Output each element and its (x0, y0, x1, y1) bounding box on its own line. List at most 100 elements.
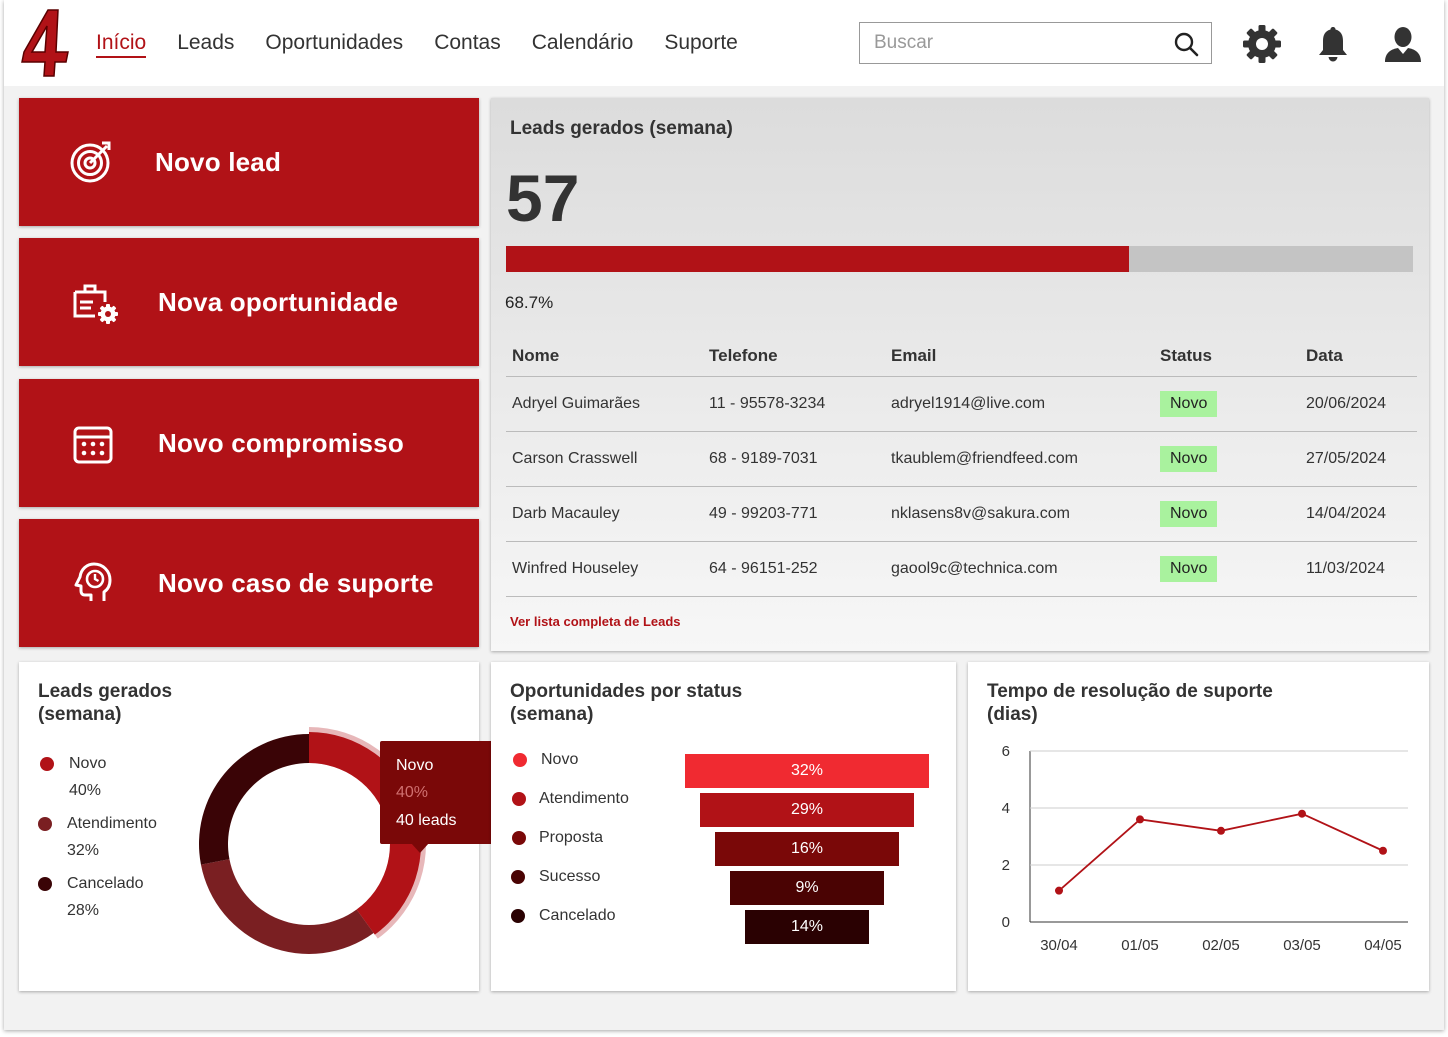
line-point[interactable] (1298, 809, 1306, 818)
funnel-legend-label: Sucesso (539, 868, 601, 885)
tooltip-pct: 40% (396, 784, 429, 801)
cell-telefone: 68 - 9189-7031 (703, 431, 885, 487)
search-icon[interactable] (1173, 31, 1199, 57)
cell-telefone: 49 - 99203-771 (703, 486, 885, 542)
funnel-legend-dot (511, 870, 525, 884)
logo[interactable] (18, 8, 80, 80)
donut-slice-cancelado[interactable] (199, 734, 309, 865)
funnel-chart-title: Oportunidades por status (semana) (510, 681, 743, 725)
search-input[interactable] (860, 23, 1160, 63)
col-email: Email (885, 336, 1154, 377)
cell-data: 11/03/2024 (1300, 541, 1417, 597)
cell-email: gaool9c@technica.com (885, 541, 1154, 597)
status-badge: Novo (1160, 390, 1218, 417)
y-tick-label: 6 (1002, 743, 1010, 760)
nav-leads[interactable]: Leads (177, 31, 235, 54)
tooltip-name: Novo (396, 757, 434, 774)
cell-nome: Carson Crasswell (506, 431, 703, 487)
cell-telefone: 64 - 96151-252 (703, 541, 885, 597)
legend-novo-pct: 40% (69, 782, 102, 799)
funnel-legend-label: Proposta (539, 829, 604, 846)
leads-progress-label: 68.7% (505, 293, 554, 312)
col-status: Status (1154, 336, 1300, 377)
line-point[interactable] (1136, 815, 1144, 824)
legend-dot-cancelado (38, 877, 52, 891)
x-tick-label: 03/05 (1283, 937, 1321, 954)
bell-icon[interactable] (1313, 24, 1353, 64)
full-leads-list-link[interactable]: Ver lista completa de Leads (510, 614, 681, 629)
user-icon[interactable] (1383, 24, 1423, 64)
legend-dot-novo (40, 757, 54, 771)
line-point[interactable] (1217, 826, 1225, 835)
x-tick-label: 01/05 (1121, 937, 1159, 954)
leads-table: Nome Telefone Email Status Data Adryel G… (506, 336, 1417, 597)
nav-oportunidades[interactable]: Oportunidades (265, 31, 404, 54)
cell-status: Novo (1154, 376, 1300, 432)
new-support-case-label: Novo caso de suporte (158, 567, 434, 598)
cell-data: 20/06/2024 (1300, 376, 1417, 432)
funnel-bar[interactable]: 9% (730, 871, 884, 905)
support-time-card: Tempo de resolução de suporte (dias) 0 2 4… (968, 662, 1429, 991)
nav-inicio[interactable]: Início (96, 30, 147, 58)
legend-atendimento: Atendimento (67, 815, 157, 832)
legend-cancelado: Cancelado (67, 875, 144, 892)
line-series (1058, 812, 1384, 892)
funnel-bar[interactable]: 14% (745, 910, 869, 944)
cell-status: Novo (1154, 486, 1300, 542)
cell-email: tkaublem@friendfeed.com (885, 431, 1154, 487)
new-opportunity-label: Nova oportunidade (158, 286, 399, 317)
cell-nome: Winfred Houseley (506, 541, 703, 597)
table-row[interactable]: Winfred Houseley 64 - 96151-252 gaool9c@… (506, 541, 1417, 597)
col-telefone: Telefone (703, 336, 885, 377)
new-appointment-label: Novo compromisso (158, 427, 404, 458)
table-header-row: Nome Telefone Email Status Data (506, 336, 1417, 377)
new-opportunity-button[interactable]: Nova oportunidade (19, 238, 479, 366)
x-tick-label: 04/05 (1364, 937, 1402, 954)
funnel-legend-label: Atendimento (539, 790, 629, 807)
status-badge: Novo (1160, 500, 1218, 527)
leads-week-title: Leads gerados (semana) (510, 118, 733, 139)
funnel-legend-dot (512, 831, 526, 845)
leads-week-count: 57 (506, 161, 580, 235)
funnel-legend-label: Novo (541, 751, 579, 768)
opportunities-funnel-card: Oportunidades por status (semana) Novo At… (491, 662, 956, 991)
new-lead-button[interactable]: Novo lead (19, 98, 479, 226)
cell-nome: Adryel Guimarães (506, 376, 703, 432)
nav-calendario[interactable]: Calendário (531, 31, 634, 54)
calendar-icon (73, 426, 113, 464)
y-tick-label: 2 (1002, 857, 1010, 874)
table-row[interactable]: Darb Macauley 49 - 99203-771 nklasens8v@… (506, 486, 1417, 542)
new-lead-label: Novo lead (155, 146, 282, 177)
table-row[interactable]: Adryel Guimarães 11 - 95578-3234 adryel1… (506, 376, 1417, 432)
cell-email: nklasens8v@sakura.com (885, 486, 1154, 542)
legend-novo: Novo (69, 755, 107, 772)
funnel-bar[interactable]: 32% (685, 754, 929, 788)
y-tick-label: 4 (1002, 800, 1010, 817)
leads-progress-bar (506, 246, 1413, 272)
search-box (859, 22, 1212, 64)
nav-suporte[interactable]: Suporte (664, 31, 738, 54)
cell-nome: Darb Macauley (506, 486, 703, 542)
cell-email: adryel1914@live.com (885, 376, 1154, 432)
app-window: Início Leads Oportunidades Contas Calend… (4, 0, 1444, 1030)
new-appointment-button[interactable]: Novo compromisso (19, 379, 479, 507)
target-icon (70, 141, 111, 183)
line-point[interactable] (1379, 846, 1387, 855)
funnel-bar[interactable]: 16% (715, 832, 899, 866)
new-support-case-button[interactable]: Novo caso de suporte (19, 519, 479, 647)
leads-week-card: Leads gerados (semana) 57 68.7% Nome Tel… (491, 98, 1429, 651)
y-tick-label: 0 (1002, 914, 1010, 931)
funnel-legend-dot (511, 909, 525, 923)
head-clock-icon (74, 562, 112, 601)
tooltip-value: 40 leads (396, 812, 457, 829)
cell-data: 14/04/2024 (1300, 486, 1417, 542)
funnel-bar[interactable]: 29% (700, 793, 914, 827)
status-badge: Novo (1160, 445, 1218, 472)
line-point[interactable] (1055, 886, 1063, 895)
table-row[interactable]: Carson Crasswell 68 - 9189-7031 tkaublem… (506, 431, 1417, 487)
donut-slice-atendimento[interactable] (200, 859, 374, 954)
legend-cancelado-pct: 28% (67, 902, 100, 919)
nav-contas[interactable]: Contas (434, 31, 501, 54)
col-nome: Nome (506, 336, 703, 377)
gear-icon[interactable] (1242, 24, 1282, 64)
